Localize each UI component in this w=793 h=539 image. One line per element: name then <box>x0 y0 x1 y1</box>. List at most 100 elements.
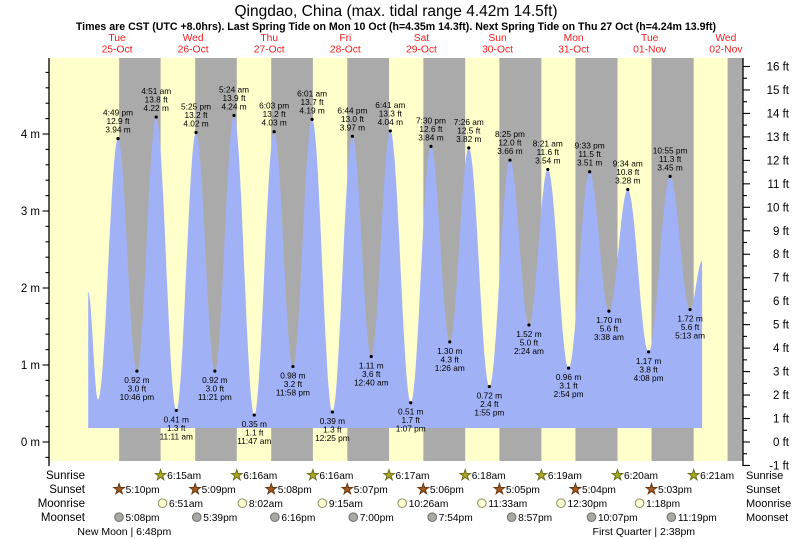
low-tide-label: 0.39 m <box>320 416 345 426</box>
sunset-time: 5:04pm <box>582 485 616 496</box>
high-tide-label: 6:01 am <box>297 88 327 98</box>
day-name-label: Tue <box>641 33 659 44</box>
high-tide-label: 3.28 m <box>615 175 640 185</box>
sunrise-time: 6:16am <box>319 471 353 482</box>
day-date-label: 02-Nov <box>709 45 743 56</box>
high-tide-dot <box>626 187 630 192</box>
moonset-icon <box>114 512 124 523</box>
low-tide-label: 1.17 m <box>636 356 661 366</box>
right-axis-tick-label: 9 ft <box>773 226 790 238</box>
sunset-icon <box>644 482 659 495</box>
right-axis-tick-label: -1 ft <box>769 460 790 472</box>
sunrise-time: 6:20am <box>624 471 658 482</box>
high-tide-label: 4:49 pm <box>103 108 133 118</box>
low-tide-dot <box>330 410 334 414</box>
sunrise-time: 6:21am <box>700 471 734 482</box>
low-tide-label: 4.3 ft <box>441 354 460 364</box>
day-name-label: Wed <box>715 33 736 44</box>
low-tide-label: 0.98 m <box>280 371 305 381</box>
high-tide-label: 5:25 pm <box>181 101 211 111</box>
high-tide-label: 4.24 m <box>221 102 246 112</box>
moonrise-icon <box>157 498 168 509</box>
row-label-moonset: Moonset <box>746 512 788 524</box>
day-name-label: Sat <box>414 33 430 44</box>
high-tide-label: 4:51 am <box>141 86 171 96</box>
right-axis-tick-label: 15 ft <box>767 85 790 97</box>
tide-curve-area <box>88 115 703 428</box>
low-tide-label: 2.4 ft <box>480 399 499 409</box>
sunrise-icon <box>610 468 625 481</box>
moonset-time: 5:39pm <box>203 513 237 524</box>
high-tide-label: 3.45 m <box>657 162 682 172</box>
moon-phase-label: New Moon | 6:48pm <box>77 526 171 538</box>
low-tide-label: 1.1 ft <box>245 428 264 438</box>
moonrise-time: 1:18pm <box>646 499 680 510</box>
low-tide-label: 3.1 ft <box>559 381 578 391</box>
low-tide-label: 4:08 pm <box>634 373 664 383</box>
sunset-icon <box>264 482 279 495</box>
right-axis-tick-label: 10 ft <box>767 202 790 214</box>
high-tide-dot <box>546 167 550 172</box>
moon-phase-label: First Quarter | 2:38pm <box>593 526 696 538</box>
high-tide-dot <box>194 130 198 135</box>
sunset-time: 5:08pm <box>278 485 312 496</box>
sunrise-icon <box>306 468 320 481</box>
high-tide-label: 8:25 pm <box>495 129 525 139</box>
day-name-label: Sun <box>488 33 507 44</box>
low-tide-label: 11:11 am <box>160 431 193 441</box>
low-tide-label: 1.70 m <box>596 315 621 325</box>
right-axis-tick-label: 6 ft <box>773 296 790 308</box>
low-tide-label: 5.0 ft <box>520 337 539 347</box>
high-tide-label: 13.7 ft <box>301 97 325 107</box>
row-label-sunset: Sunset <box>49 484 86 496</box>
page-title: Qingdao, China (max. tidal range 4.42m 1… <box>234 3 557 20</box>
moonrise-time: 11:33am <box>488 499 527 510</box>
high-tide-label: 13.2 ft <box>263 109 287 119</box>
low-tide-dot <box>688 307 692 312</box>
high-tide-label: 12.5 ft <box>457 125 481 135</box>
high-tide-label: 13.8 ft <box>145 95 169 105</box>
high-tide-label: 6:44 pm <box>337 105 367 115</box>
sunset-time: 5:10pm <box>126 485 160 496</box>
high-tide-label: 9:34 am <box>613 158 643 168</box>
sunrise-icon <box>153 468 168 481</box>
moonset-time: 7:54pm <box>439 513 473 524</box>
sunset-time: 5:05pm <box>506 485 540 496</box>
low-tide-label: 2:54 pm <box>554 389 584 399</box>
moonset-time: 10:07pm <box>598 513 638 524</box>
low-tide-label: 3.0 ft <box>206 384 225 394</box>
low-tide-dot <box>213 369 217 373</box>
moonset-time: 11:19pm <box>678 513 717 524</box>
high-tide-label: 4.03 m <box>261 118 286 128</box>
row-label-moonrise: Moonrise <box>746 498 791 510</box>
low-tide-label: 1.52 m <box>516 329 541 339</box>
right-axis-tick-label: 5 ft <box>773 320 790 332</box>
moonset-icon <box>348 512 359 523</box>
high-tide-label: 3.97 m <box>340 122 365 132</box>
low-tide-label: 1.11 m <box>359 361 384 371</box>
sunset-time: 5:07pm <box>354 485 388 496</box>
low-tide-dot <box>448 340 452 344</box>
right-axis-tick-label: 3 ft <box>773 367 790 379</box>
high-tide-label: 7:26 am <box>454 117 484 127</box>
low-tide-label: 1.72 m <box>677 314 702 324</box>
sunset-time: 5:06pm <box>430 485 464 496</box>
high-tide-dot <box>668 174 672 178</box>
row-label-moonrise: Moonrise <box>38 498 85 510</box>
high-tide-label: 13.3 ft <box>379 108 403 118</box>
high-tide-label: 13.2 ft <box>185 110 209 120</box>
sunrise-time: 6:18am <box>472 471 506 482</box>
high-tide-label: 11.3 ft <box>659 154 682 164</box>
night-band <box>727 58 743 461</box>
page-subtitle: Times are CST (UTC +8.0hrs). Last Spring… <box>76 21 716 33</box>
right-axis-tick-label: 16 ft <box>767 61 790 73</box>
sunset-icon <box>492 482 507 495</box>
low-tide-label: 2:24 am <box>514 346 544 356</box>
moonrise-time: 8:02am <box>249 499 283 510</box>
day-name-label: Thu <box>260 33 278 44</box>
moonrise-time: 12:30pm <box>567 499 607 510</box>
right-axis-tick-label: 8 ft <box>773 249 790 261</box>
low-tide-label: 5:13 am <box>675 331 705 341</box>
